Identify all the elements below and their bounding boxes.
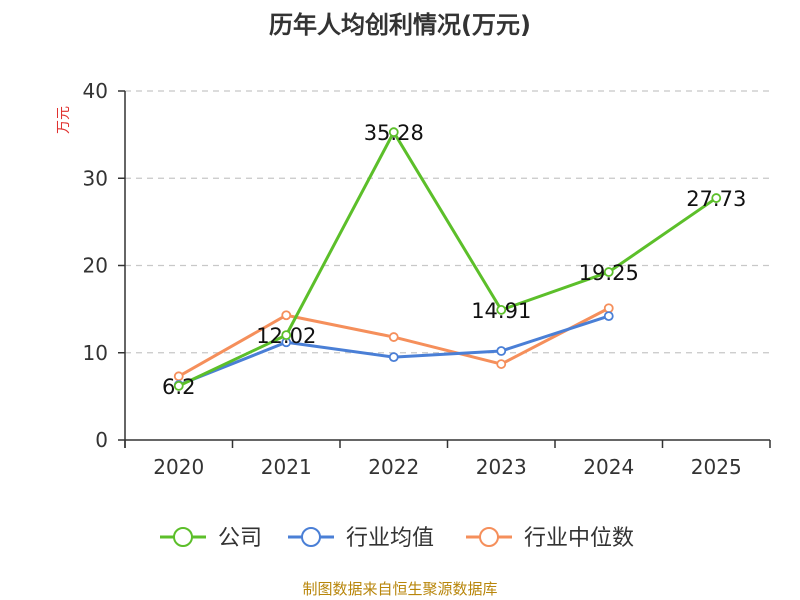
data-label: 19.25 <box>579 261 639 285</box>
chart-title: 历年人均创利情况(万元) <box>269 11 531 39</box>
y-axis-label: 万元 <box>56 106 72 134</box>
series-line-industry_median <box>177 306 611 378</box>
legend-marker-icon <box>301 527 321 547</box>
data-point-company[interactable] <box>281 330 292 341</box>
data-point-company[interactable] <box>711 193 722 203</box>
data-point-company[interactable] <box>603 267 614 277</box>
series-industry_avg <box>173 311 614 390</box>
legend-marker-icon <box>173 527 193 547</box>
x-tick-label: 2021 <box>261 455 312 479</box>
y-tick-label: 40 <box>83 79 108 103</box>
x-tick-label: 2020 <box>153 455 204 479</box>
series-layer <box>173 127 722 391</box>
y-tick-label: 10 <box>83 341 108 365</box>
legend-item-industry_avg[interactable]: 行业均值 <box>288 526 434 551</box>
legend[interactable]: 公司 行业均值 行业中位数 <box>160 526 634 551</box>
series-industry_median <box>173 303 614 382</box>
y-tick-label: 30 <box>83 166 108 190</box>
data-label: 27.73 <box>686 187 746 211</box>
series-company <box>173 127 722 391</box>
x-tick-label: 2024 <box>583 455 634 479</box>
x-tick-label: 2022 <box>368 455 419 479</box>
source-note: 制图数据来自恒生聚源数据库 <box>302 580 497 598</box>
series-line-industry_avg <box>177 314 611 387</box>
data-point-industry_median[interactable] <box>603 303 614 314</box>
series-line-company <box>177 130 718 388</box>
data-label: 14.91 <box>471 299 531 323</box>
legend-item-industry_median[interactable]: 行业中位数 <box>466 526 634 551</box>
data-point-industry_median[interactable] <box>496 359 507 369</box>
data-label: 35.28 <box>364 121 424 145</box>
legend-label: 公司 <box>218 526 262 551</box>
y-tick-label: 20 <box>83 254 108 278</box>
data-point-company[interactable] <box>173 381 184 391</box>
data-point-industry_avg[interactable] <box>388 352 399 363</box>
data-label: 6.2 <box>162 375 195 399</box>
data-label: 12.02 <box>256 324 316 348</box>
data-point-industry_median[interactable] <box>281 310 292 321</box>
legend-label: 行业中位数 <box>524 526 634 551</box>
x-tick-label: 2025 <box>691 455 742 479</box>
legend-item-company[interactable]: 公司 <box>160 526 262 551</box>
y-tick-label: 0 <box>95 428 108 452</box>
data-point-industry_median[interactable] <box>388 332 399 342</box>
x-tick-label: 2023 <box>476 455 527 479</box>
legend-marker-icon <box>479 527 499 547</box>
data-labels: 6.2 12.02 35.28 14.91 19.25 27.73 <box>162 121 746 399</box>
data-point-company[interactable] <box>388 127 399 138</box>
axes: 0 10 20 30 40 2020 2021 2022 2023 2024 2025 <box>83 79 771 479</box>
data-point-company[interactable] <box>496 305 507 315</box>
legend-label: 行业均值 <box>346 526 434 551</box>
data-point-industry_avg[interactable] <box>603 311 614 322</box>
data-point-industry_avg[interactable] <box>496 346 507 356</box>
